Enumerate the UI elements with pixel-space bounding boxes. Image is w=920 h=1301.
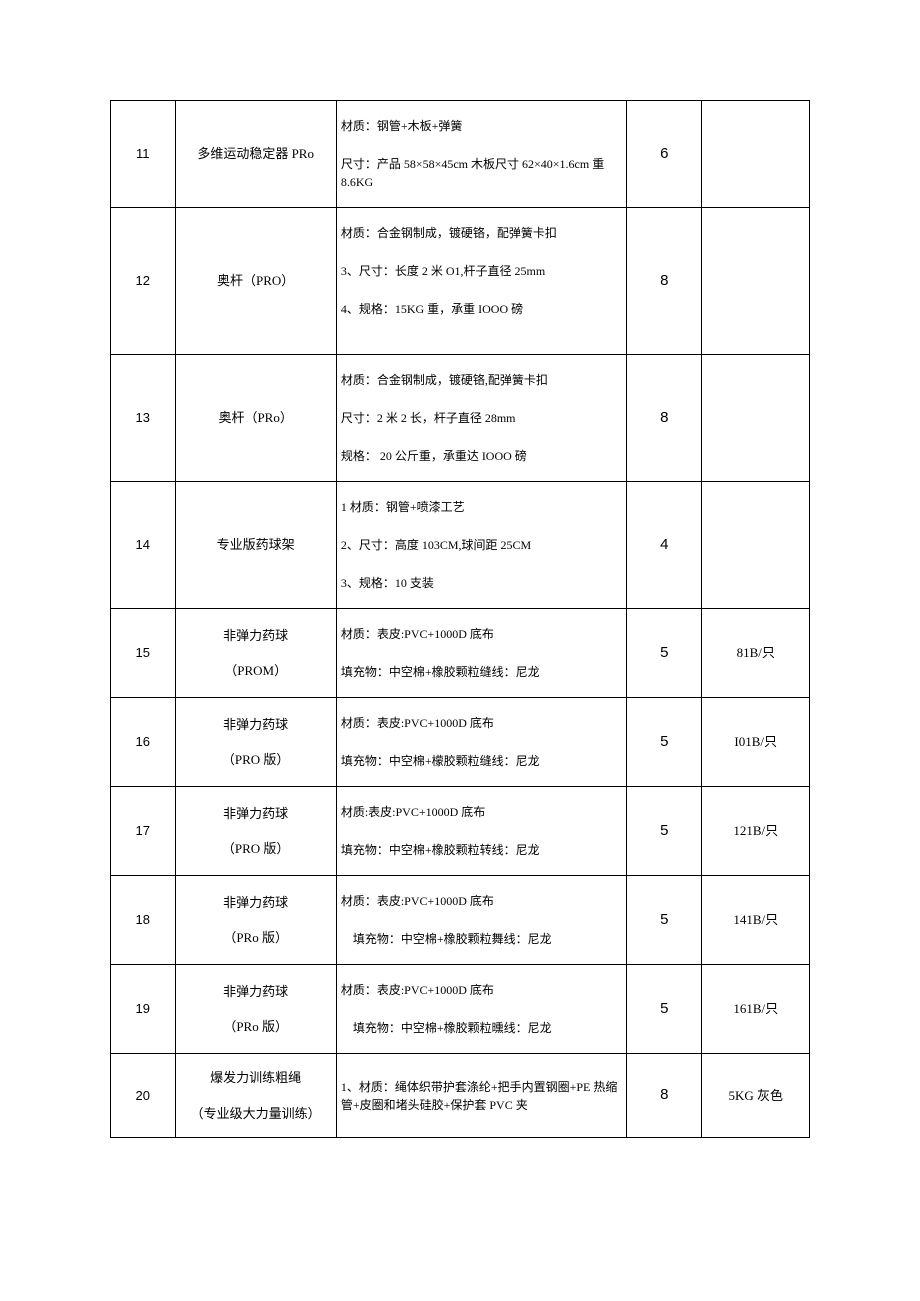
item-quantity: 8: [627, 355, 702, 482]
item-name: 非弹力药球（PRo 版）: [175, 876, 336, 965]
description-line: 材质：钢管+木板+弹簧: [341, 107, 622, 145]
table-row: 17非弹力药球（PRO 版）材质:表皮:PVC+1000D 底布填充物：中空棉+…: [111, 787, 810, 876]
item-name-line: 非弹力药球: [180, 707, 332, 743]
item-description: 材质：钢管+木板+弹簧尺寸：产品 58×58×45cm 木板尺寸 62×40×1…: [336, 101, 626, 208]
item-quantity: 8: [627, 208, 702, 355]
description-line: 材质：表皮:PVC+1000D 底布: [341, 615, 622, 653]
row-number: 16: [111, 698, 176, 787]
item-description: 材质：表皮:PVC+1000D 底布 填充物：中空棉+橡胶颗粒舞线：尼龙: [336, 876, 626, 965]
table-row: 16非弹力药球（PRO 版）材质：表皮:PVC+1000D 底布填充物：中空棉+…: [111, 698, 810, 787]
item-quantity: 4: [627, 482, 702, 609]
row-number: 11: [111, 101, 176, 208]
table-row: 13奥杆（PRo）材质：合金钢制成，镀硬铬,配弹簧卡扣尺寸：2 米 2 长，杆子…: [111, 355, 810, 482]
item-note: [702, 208, 810, 355]
description-line: 填充物：中空棉+橡胶颗粒转线：尼龙: [341, 831, 622, 869]
row-number: 14: [111, 482, 176, 609]
item-name: 非弹力药球（PRO 版）: [175, 698, 336, 787]
item-note: [702, 482, 810, 609]
item-quantity: 8: [627, 1054, 702, 1138]
item-description: 材质：表皮:PVC+1000D 底布填充物：中空棉+橡胶颗粒缝线：尼龙: [336, 609, 626, 698]
description-line: 材质：表皮:PVC+1000D 底布: [341, 882, 622, 920]
item-name-line: （PRo 版）: [180, 920, 332, 956]
description-line: 材质：合金钢制成，镀硬铬,配弹簧卡扣: [341, 361, 622, 399]
row-number: 17: [111, 787, 176, 876]
table-row: 19非弹力药球（PRo 版）材质：表皮:PVC+1000D 底布 填充物：中空棉…: [111, 965, 810, 1054]
item-description: 材质：表皮:PVC+1000D 底布填充物：中空棉+檬胶颗粒缝线：尼龙: [336, 698, 626, 787]
document-page: 11多维运动稳定器 PRo材质：钢管+木板+弹簧尺寸：产品 58×58×45cm…: [0, 0, 920, 1198]
item-note: [702, 101, 810, 208]
item-name: 多维运动稳定器 PRo: [175, 101, 336, 208]
description-line: 3、尺寸：长度 2 米 O1,杆子直径 25mm: [341, 252, 622, 290]
item-description: 1 材质：钢管+喷漆工艺2、尺寸：高度 103CM,球间距 25CM3、规格：1…: [336, 482, 626, 609]
description-line: [341, 328, 622, 348]
item-name: 非弹力药球（PRO 版）: [175, 787, 336, 876]
description-line: 1 材质：钢管+喷漆工艺: [341, 488, 622, 526]
description-line: 填充物：中空棉+檬胶颗粒缝线：尼龙: [341, 742, 622, 780]
table-row: 14专业版药球架1 材质：钢管+喷漆工艺2、尺寸：高度 103CM,球间距 25…: [111, 482, 810, 609]
description-line: 材质：表皮:PVC+1000D 底布: [341, 704, 622, 742]
item-note: 81B/只: [702, 609, 810, 698]
item-description: 材质：合金钢制成，镀硬铬,配弹簧卡扣尺寸：2 米 2 长，杆子直径 28mm规格…: [336, 355, 626, 482]
description-line: 填充物：中空棉+橡胶颗粒缝线：尼龙: [341, 653, 622, 691]
item-name-line: 非弹力药球: [180, 974, 332, 1010]
description-line: 材质:表皮:PVC+1000D 底布: [341, 793, 622, 831]
item-quantity: 5: [627, 609, 702, 698]
row-number: 20: [111, 1054, 176, 1138]
table-row: 11多维运动稳定器 PRo材质：钢管+木板+弹簧尺寸：产品 58×58×45cm…: [111, 101, 810, 208]
item-name: 专业版药球架: [175, 482, 336, 609]
item-name: 非弹力药球（PRo 版）: [175, 965, 336, 1054]
description-line: 1、材质：绳体织带护套涤纶+把手内置钢圈+PE 热缩管+皮圈和堵头硅胶+保护套 …: [341, 1074, 622, 1118]
table-row: 12奥杆（PRO）材质：合金钢制成，镀硬铬，配弹簧卡扣3、尺寸：长度 2 米 O…: [111, 208, 810, 355]
description-line: 材质：表皮:PVC+1000D 底布: [341, 971, 622, 1009]
item-name-line: 非弹力药球: [180, 885, 332, 921]
item-name: 奥杆（PRo）: [175, 355, 336, 482]
description-line: 填充物：中空棉+橡胶颗粒曛线：尼龙: [341, 1009, 622, 1047]
item-quantity: 5: [627, 965, 702, 1054]
item-description: 1、材质：绳体织带护套涤纶+把手内置钢圈+PE 热缩管+皮圈和堵头硅胶+保护套 …: [336, 1054, 626, 1138]
row-number: 18: [111, 876, 176, 965]
item-note: 161B/只: [702, 965, 810, 1054]
item-name-line: 非弹力药球: [180, 796, 332, 832]
description-line: 尺寸：产品 58×58×45cm 木板尺寸 62×40×1.6cm 重 8.6K…: [341, 145, 622, 201]
row-number: 12: [111, 208, 176, 355]
item-description: 材质：表皮:PVC+1000D 底布 填充物：中空棉+橡胶颗粒曛线：尼龙: [336, 965, 626, 1054]
description-line: 尺寸：2 米 2 长，杆子直径 28mm: [341, 399, 622, 437]
equipment-table: 11多维运动稳定器 PRo材质：钢管+木板+弹簧尺寸：产品 58×58×45cm…: [110, 100, 810, 1138]
item-quantity: 5: [627, 698, 702, 787]
item-note: 5KG 灰色: [702, 1054, 810, 1138]
item-name-line: 非弹力药球: [180, 618, 332, 654]
item-name-line: （PRo 版）: [180, 1009, 332, 1045]
item-note: 141B/只: [702, 876, 810, 965]
item-quantity: 6: [627, 101, 702, 208]
table-row: 15非弹力药球（PROM）材质：表皮:PVC+1000D 底布填充物：中空棉+橡…: [111, 609, 810, 698]
item-note: [702, 355, 810, 482]
row-number: 19: [111, 965, 176, 1054]
description-line: 3、规格：10 支装: [341, 564, 622, 602]
item-quantity: 5: [627, 876, 702, 965]
item-name: 非弹力药球（PROM）: [175, 609, 336, 698]
description-line: 4、规格：15KG 重，承重 IOOO 磅: [341, 290, 622, 328]
item-name: 爆发力训练粗绳（专业级大力量训练）: [175, 1054, 336, 1138]
row-number: 15: [111, 609, 176, 698]
description-line: 规格： 20 公斤重，承重达 IOOO 磅: [341, 437, 622, 475]
item-note: 121B/只: [702, 787, 810, 876]
table-row: 18非弹力药球（PRo 版）材质：表皮:PVC+1000D 底布 填充物：中空棉…: [111, 876, 810, 965]
item-name-line: （PROM）: [180, 653, 332, 689]
item-name-line: （专业级大力量训练）: [180, 1096, 332, 1132]
description-line: 材质：合金钢制成，镀硬铬，配弹簧卡扣: [341, 214, 622, 252]
row-number: 13: [111, 355, 176, 482]
description-line: 填充物：中空棉+橡胶颗粒舞线：尼龙: [341, 920, 622, 958]
item-name: 奥杆（PRO）: [175, 208, 336, 355]
item-note: I01B/只: [702, 698, 810, 787]
item-description: 材质：合金钢制成，镀硬铬，配弹簧卡扣3、尺寸：长度 2 米 O1,杆子直径 25…: [336, 208, 626, 355]
description-line: 2、尺寸：高度 103CM,球间距 25CM: [341, 526, 622, 564]
item-quantity: 5: [627, 787, 702, 876]
item-description: 材质:表皮:PVC+1000D 底布填充物：中空棉+橡胶颗粒转线：尼龙: [336, 787, 626, 876]
table-row: 20爆发力训练粗绳（专业级大力量训练）1、材质：绳体织带护套涤纶+把手内置钢圈+…: [111, 1054, 810, 1138]
item-name-line: （PRO 版）: [180, 742, 332, 778]
item-name-line: 爆发力训练粗绳: [180, 1060, 332, 1096]
item-name-line: （PRO 版）: [180, 831, 332, 867]
